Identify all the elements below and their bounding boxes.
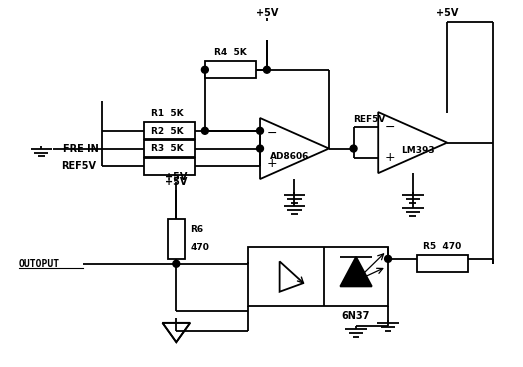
Circle shape [201, 66, 208, 73]
Circle shape [264, 66, 270, 73]
Bar [248, 247, 388, 306]
Text: FRE IN: FRE IN [63, 143, 99, 153]
Circle shape [201, 127, 208, 134]
Text: R4  5K: R4 5K [214, 48, 247, 57]
Text: +5V: +5V [436, 8, 458, 18]
Text: R6: R6 [190, 225, 203, 234]
Circle shape [257, 127, 264, 134]
Circle shape [257, 145, 264, 152]
Text: R5  470: R5 470 [423, 242, 461, 251]
Text: +5V: +5V [165, 172, 188, 182]
Text: OUTOPUT: OUTOPUT [19, 259, 60, 269]
Text: AD8606: AD8606 [270, 152, 309, 161]
Polygon shape [340, 257, 372, 286]
Text: −: − [267, 127, 277, 140]
Text: +5V: +5V [165, 177, 188, 187]
Text: −: − [385, 121, 395, 134]
Text: REF5V: REF5V [61, 161, 96, 171]
Bar [144, 123, 195, 139]
Text: R3  5K: R3 5K [151, 145, 184, 153]
Text: 6N37: 6N37 [342, 311, 370, 321]
Text: +5V: +5V [256, 8, 278, 18]
Circle shape [173, 260, 180, 267]
Text: 470: 470 [190, 243, 209, 251]
Bar [417, 255, 468, 272]
Circle shape [350, 145, 357, 152]
Bar [168, 219, 185, 259]
Bar [144, 140, 195, 157]
Text: +: + [385, 152, 396, 164]
Bar [205, 61, 256, 78]
Circle shape [384, 255, 392, 262]
Bar [144, 158, 195, 175]
Text: R1  5K: R1 5K [151, 109, 184, 118]
Text: +: + [267, 157, 278, 170]
Text: LM393: LM393 [401, 146, 435, 155]
Text: R2  5K: R2 5K [151, 127, 184, 136]
Text: REF5V: REF5V [354, 115, 386, 124]
